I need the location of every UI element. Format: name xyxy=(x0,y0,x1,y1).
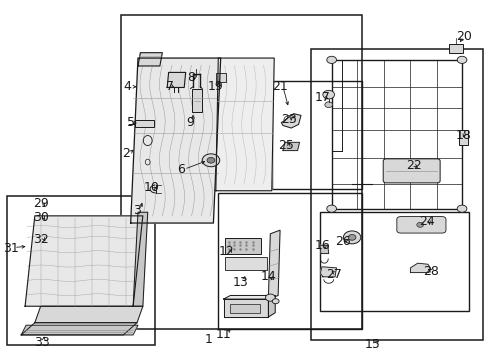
Text: 27: 27 xyxy=(325,268,341,281)
Polygon shape xyxy=(35,306,142,323)
Text: 20: 20 xyxy=(455,30,471,43)
Bar xyxy=(224,238,261,253)
Text: 8: 8 xyxy=(187,71,195,84)
Text: 4: 4 xyxy=(123,80,131,93)
Text: 14: 14 xyxy=(260,270,276,283)
Text: 23: 23 xyxy=(281,113,296,126)
Polygon shape xyxy=(138,53,162,66)
Bar xyxy=(7,196,155,345)
Bar xyxy=(448,44,462,53)
Text: 26: 26 xyxy=(335,235,350,248)
Text: 7: 7 xyxy=(165,80,173,93)
Circle shape xyxy=(206,157,214,163)
Text: 21: 21 xyxy=(272,80,287,93)
Bar xyxy=(215,73,225,82)
Circle shape xyxy=(416,222,423,227)
Polygon shape xyxy=(21,325,138,335)
Text: 2: 2 xyxy=(122,147,129,159)
Polygon shape xyxy=(319,245,328,253)
Text: 30: 30 xyxy=(33,211,48,224)
Text: 33: 33 xyxy=(34,336,49,348)
Circle shape xyxy=(456,56,466,63)
Text: 32: 32 xyxy=(33,233,48,246)
Text: 29: 29 xyxy=(33,197,48,210)
Text: 1: 1 xyxy=(204,333,212,346)
Circle shape xyxy=(265,294,275,301)
Bar xyxy=(458,130,467,145)
Polygon shape xyxy=(215,58,274,191)
Circle shape xyxy=(326,56,336,63)
Circle shape xyxy=(456,205,466,212)
Circle shape xyxy=(202,154,219,167)
Circle shape xyxy=(322,90,334,99)
Polygon shape xyxy=(268,230,280,299)
Text: 3: 3 xyxy=(133,204,141,217)
Bar xyxy=(191,89,202,112)
Circle shape xyxy=(343,231,360,244)
Text: 24: 24 xyxy=(419,215,434,228)
Polygon shape xyxy=(21,323,137,335)
Bar xyxy=(310,49,483,339)
Polygon shape xyxy=(167,72,185,87)
Text: 9: 9 xyxy=(186,116,194,129)
Circle shape xyxy=(324,102,332,108)
Text: 22: 22 xyxy=(406,159,421,172)
Circle shape xyxy=(347,234,355,240)
Polygon shape xyxy=(130,58,220,223)
Polygon shape xyxy=(223,299,268,317)
Polygon shape xyxy=(223,296,275,299)
Polygon shape xyxy=(25,216,142,306)
Text: 11: 11 xyxy=(215,328,230,341)
Text: 5: 5 xyxy=(126,116,134,129)
Bar xyxy=(320,212,468,311)
Text: 10: 10 xyxy=(143,181,159,194)
Bar xyxy=(393,166,427,176)
Polygon shape xyxy=(283,142,299,150)
Bar xyxy=(121,15,361,329)
Bar xyxy=(135,121,153,127)
Text: 25: 25 xyxy=(278,139,294,152)
Circle shape xyxy=(272,299,279,304)
Bar xyxy=(218,193,361,329)
Text: 16: 16 xyxy=(314,239,330,252)
Text: 19: 19 xyxy=(207,80,223,93)
Polygon shape xyxy=(268,296,275,317)
Polygon shape xyxy=(409,263,430,273)
Polygon shape xyxy=(133,212,147,306)
Text: 13: 13 xyxy=(232,276,247,289)
Text: 15: 15 xyxy=(364,338,380,351)
Text: 28: 28 xyxy=(422,265,438,278)
Circle shape xyxy=(326,205,336,212)
Bar xyxy=(224,257,267,270)
Text: 6: 6 xyxy=(177,163,184,176)
Polygon shape xyxy=(320,267,336,277)
FancyBboxPatch shape xyxy=(396,217,445,233)
Bar xyxy=(230,304,259,313)
Text: 12: 12 xyxy=(218,245,234,258)
Text: 18: 18 xyxy=(455,129,471,142)
FancyBboxPatch shape xyxy=(383,159,439,183)
Bar xyxy=(331,60,461,209)
Bar xyxy=(271,81,361,189)
Polygon shape xyxy=(281,114,301,128)
Text: 17: 17 xyxy=(314,91,330,104)
Text: 31: 31 xyxy=(2,242,19,255)
